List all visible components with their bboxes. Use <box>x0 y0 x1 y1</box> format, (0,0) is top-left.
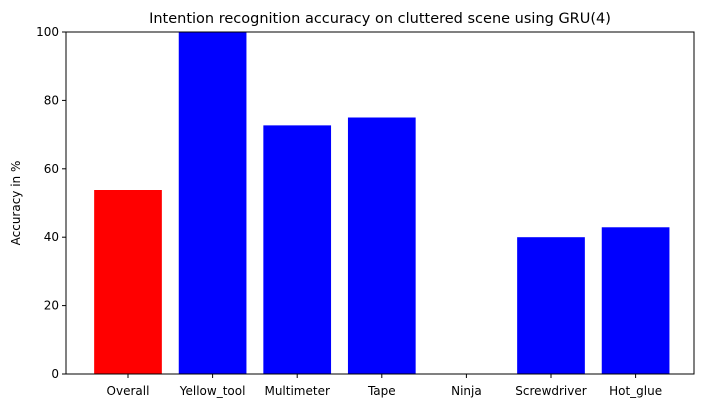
x-tick-label: Multimeter <box>264 384 329 398</box>
bar-screwdriver <box>517 237 585 374</box>
y-tick-label: 60 <box>44 162 59 176</box>
bar-tape <box>347 117 416 374</box>
y-ticks-group: 0 20 40 60 80 100 <box>36 25 66 381</box>
y-tick-label: 20 <box>44 299 59 313</box>
x-tick-label: Tape <box>367 384 396 398</box>
bars-group <box>94 32 670 375</box>
x-tick-label: Overall <box>107 384 150 398</box>
x-ticks-group: Overall Yellow_tool Multimeter Tape Ninja Scr… <box>107 374 662 398</box>
plot-frame <box>65 31 695 375</box>
y-tick-label: 80 <box>44 93 59 107</box>
bar-multimeter <box>263 125 332 375</box>
bar-hot-glue <box>601 227 670 374</box>
chart-title: Intention recognition accuracy on clutte… <box>149 11 611 27</box>
bar-yellow-tool <box>178 32 247 374</box>
x-tick-label: Ninja <box>451 384 482 398</box>
y-tick-label: 40 <box>44 230 59 244</box>
y-tick-label: 0 <box>51 367 59 381</box>
bar-overall <box>94 190 162 374</box>
x-tick-label: Yellow_tool <box>179 384 246 398</box>
x-tick-label: Screwdriver <box>515 384 586 398</box>
x-tick-label: Hot_glue <box>609 384 662 398</box>
y-axis-label: Accuracy in % <box>9 161 23 246</box>
y-tick-label: 100 <box>36 25 59 39</box>
